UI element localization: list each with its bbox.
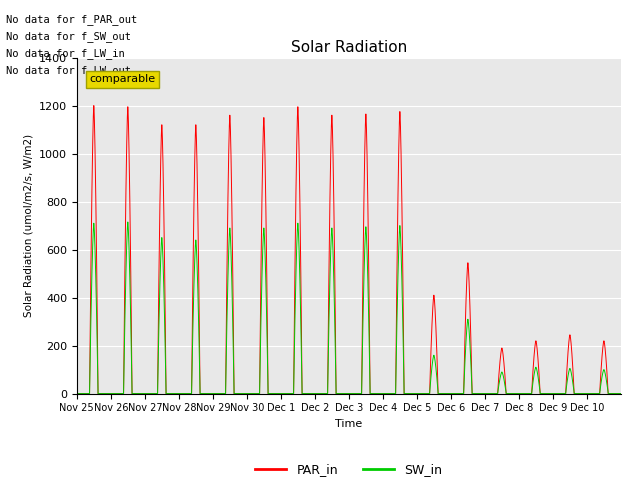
PAR_in [525, 391, 532, 396]
PAR_in [539, 391, 547, 396]
SW_in [398, 287, 406, 293]
SW_in [539, 391, 547, 396]
Y-axis label: Solar Radiation (umol/m2/s, W/m2): Solar Radiation (umol/m2/s, W/m2) [24, 134, 33, 317]
Legend: PAR_in, SW_in: PAR_in, SW_in [250, 458, 447, 480]
PAR_in [498, 345, 506, 351]
Text: comparable: comparable [90, 74, 156, 84]
SW_in [617, 391, 625, 396]
SW_in [498, 369, 506, 375]
Text: No data for f_SW_out: No data for f_SW_out [6, 31, 131, 42]
Text: No data for f_LW_in: No data for f_LW_in [6, 48, 125, 59]
SW_in [124, 219, 132, 225]
PAR_in [398, 217, 406, 223]
Line: SW_in: SW_in [77, 222, 621, 394]
X-axis label: Time: Time [335, 419, 362, 429]
PAR_in [186, 391, 193, 396]
SW_in [525, 391, 532, 396]
SW_in [369, 391, 377, 396]
SW_in [73, 391, 81, 396]
PAR_in [90, 103, 98, 108]
SW_in [186, 391, 193, 396]
Text: No data for f_LW_out: No data for f_LW_out [6, 65, 131, 76]
Line: PAR_in: PAR_in [77, 106, 621, 394]
Text: No data for f_PAR_out: No data for f_PAR_out [6, 14, 138, 25]
Title: Solar Radiation: Solar Radiation [291, 40, 407, 55]
PAR_in [617, 391, 625, 396]
PAR_in [369, 391, 377, 396]
PAR_in [73, 391, 81, 396]
